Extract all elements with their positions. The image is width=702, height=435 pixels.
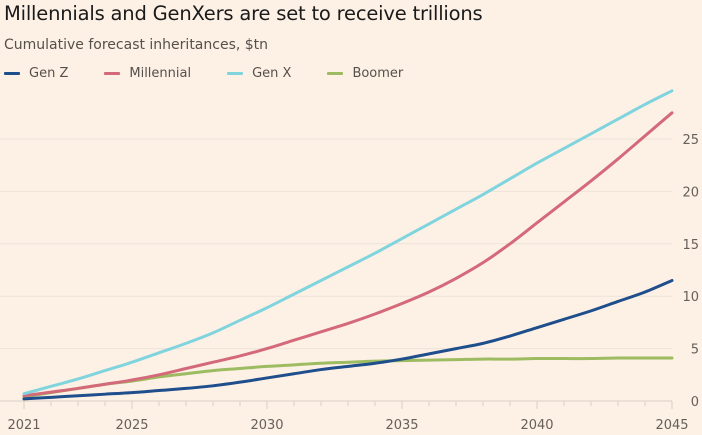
y-axis: 0 5 10 15 20 25 [682,133,699,410]
legend: Gen Z Millennial Gen X Boomer [4,66,439,81]
gridlines [0,138,672,402]
legend-item-millennial: Millennial [104,66,191,81]
y-tick-label: 10 [682,290,699,305]
y-tick-label: 25 [682,133,699,148]
legend-label-boomer: Boomer [352,66,404,81]
x-tick-label: 2035 [385,418,418,433]
legend-label-gen-x: Gen X [252,66,292,81]
y-tick-label: 5 [691,343,699,358]
series-line-gen-x [22,89,674,396]
legend-swatch-gen-x [227,72,244,75]
y-tick-label: 15 [682,238,699,253]
legend-swatch-gen-z [4,72,20,75]
x-tick-label: 2021 [7,418,40,433]
legend-label-gen-z: Gen Z [29,66,69,81]
series-line-gen-z [22,278,674,401]
legend-item-boomer: Boomer [327,66,403,81]
legend-swatch-boomer [327,72,344,75]
legend-item-gen-z: Gen Z [4,66,68,81]
chart-title: Millennials and GenXers are set to recei… [4,2,483,25]
y-tick-label: 0 [691,395,699,410]
chart-subtitle: Cumulative forecast inheritances, $tn [4,37,269,53]
series-line-boomer [22,356,674,399]
legend-label-millennial: Millennial [129,66,192,81]
x-tick-label: 2040 [520,418,553,433]
x-tick-label: 2045 [655,418,688,433]
legend-swatch-millennial [104,72,121,75]
series-lines [22,89,674,401]
legend-item-gen-x: Gen X [227,66,291,81]
x-axis: 2021 2025 2030 2035 2040 2045 [7,401,689,433]
x-tick-label: 2025 [115,418,148,433]
x-tick-label: 2030 [250,418,283,433]
y-tick-label: 20 [682,185,699,200]
series-line-millennial [22,111,674,398]
